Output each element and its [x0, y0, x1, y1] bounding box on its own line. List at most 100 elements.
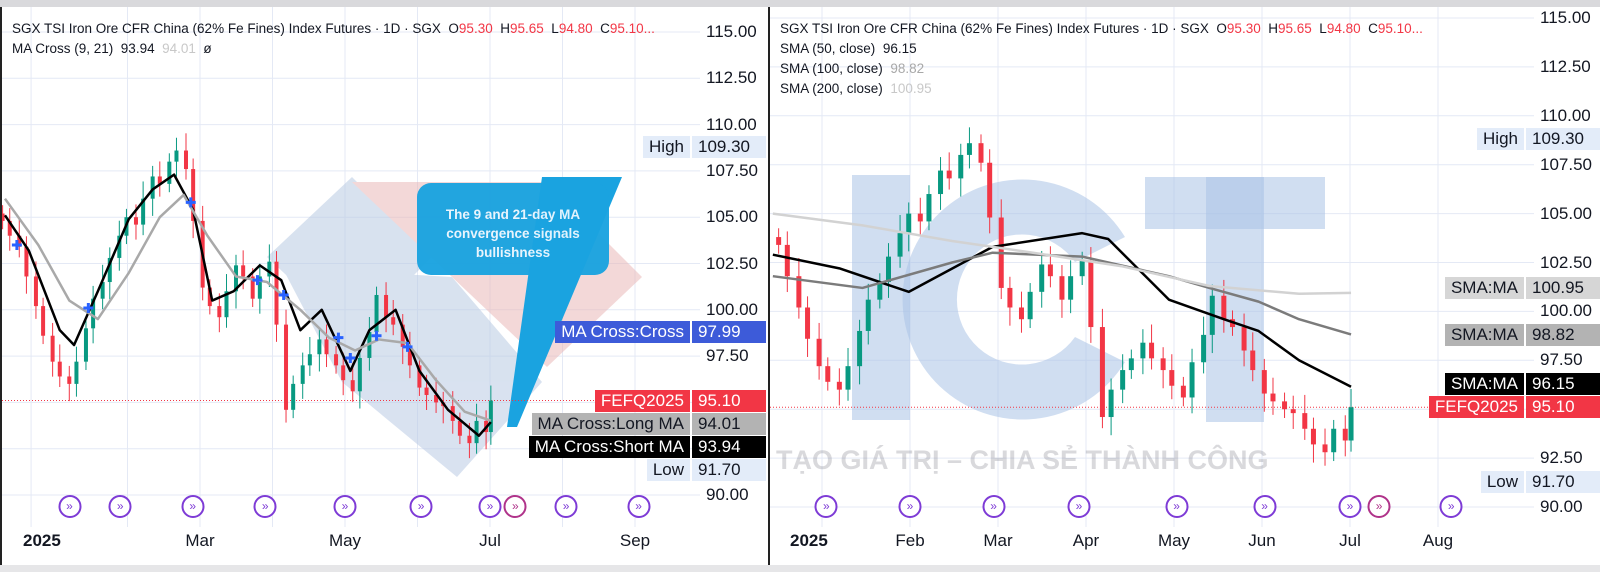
- candle-body: [796, 276, 802, 308]
- candle-body: [1018, 307, 1024, 320]
- indicator-legend-ma-cross[interactable]: MA Cross (9, 21) 93.94 94.01 ø: [12, 39, 655, 59]
- ma-cross-marker: [185, 197, 196, 208]
- candles: [2, 133, 493, 459]
- candle-body: [74, 361, 79, 384]
- ma-cross-marker: [402, 341, 413, 352]
- dividend-arrow-icon[interactable]: »: [1338, 495, 1362, 518]
- high-label: H: [1268, 21, 1278, 36]
- indicator-legend-sma-50[interactable]: SMA (50, close) 96.15: [780, 39, 1423, 59]
- dividend-arrow-icon[interactable]: »: [898, 495, 922, 518]
- candle-body: [1201, 334, 1207, 363]
- chart-panel-ma-cross[interactable]: SGX TSI Iron Ore CFR China (62% Fe Fines…: [0, 7, 766, 565]
- y-axis-tick: 105.00: [706, 207, 758, 227]
- series-line-sma-200-close-[interactable]: [772, 212, 1352, 296]
- symbol-legend: SGX TSI Iron Ore CFR China (62% Fe Fines…: [12, 19, 655, 39]
- watermark-text: A TẠO GIÁ TRỊ – CHIA SẺ THÀNH CÔNG: [768, 445, 1269, 475]
- indicator-legend-sma-200[interactable]: SMA (200, close) 100.95: [780, 79, 1423, 99]
- candle-body: [1059, 276, 1065, 300]
- close-label: C: [600, 21, 610, 36]
- candle-body: [357, 357, 362, 392]
- candle-body: [1088, 260, 1094, 328]
- price-label-value: 95.10: [1526, 396, 1600, 418]
- candle-body: [1099, 327, 1105, 418]
- dividend-arrow-icon[interactable]: »: [181, 495, 205, 518]
- low-value: 94.80: [1326, 21, 1361, 36]
- y-axis-tick: 97.50: [706, 346, 749, 366]
- hidden-indicator-icon[interactable]: ø: [203, 41, 212, 56]
- close-value: 95.10...: [609, 21, 655, 36]
- dividend-arrow-icon[interactable]: »: [1165, 495, 1189, 518]
- dividend-arrow-icon[interactable]: »: [1253, 495, 1277, 518]
- price-label-value: 96.15: [1526, 373, 1600, 395]
- chart-canvas[interactable]: [2, 7, 766, 565]
- open-label: O: [1216, 21, 1227, 36]
- candle-body: [1290, 409, 1296, 414]
- candle-body: [776, 237, 782, 245]
- dividend-arrow-icon[interactable]: »: [108, 495, 132, 518]
- indicator-value: 100.95: [890, 81, 932, 96]
- dividend-arrow-icon[interactable]: »: [1439, 495, 1463, 518]
- x-axis-tick: Jun: [1248, 531, 1276, 550]
- series-line-sma-50-close-[interactable]: [772, 231, 1352, 388]
- dividend-arrow-icon[interactable]: »: [58, 495, 81, 518]
- candle-body: [100, 282, 105, 299]
- y-axis-tick: 112.50: [706, 68, 757, 88]
- dividend-arrow-icon[interactable]: »: [409, 495, 433, 518]
- candle-body: [241, 265, 246, 277]
- dividend-arrow-icon[interactable]: »: [478, 495, 502, 518]
- candle-body: [488, 400, 493, 433]
- symbol-title: SGX TSI Iron Ore CFR China (62% Fe Fines…: [12, 21, 441, 36]
- candle-body: [1007, 287, 1013, 308]
- dividend-arrow-icon[interactable]: »: [1367, 495, 1391, 518]
- dividend-arrow-icon[interactable]: »: [982, 495, 1006, 518]
- candle-body: [906, 213, 912, 234]
- y-axis-tick: 90.00: [706, 485, 749, 504]
- candle-body: [291, 383, 296, 410]
- dividend-arrow-icon[interactable]: »: [333, 495, 357, 518]
- x-axis-tick: May: [1157, 531, 1191, 550]
- candle-body: [474, 420, 479, 444]
- symbol-title: SGX TSI Iron Ore CFR China (62% Fe Fines…: [780, 21, 1209, 36]
- candle-body: [1348, 407, 1354, 441]
- chart-canvas[interactable]: [770, 7, 1600, 565]
- candle-body: [257, 276, 262, 299]
- price-label-value: 98.82: [1526, 324, 1600, 346]
- price-label-high: High 109.30: [1477, 128, 1600, 150]
- chart-panel-sma[interactable]: SGX TSI Iron Ore CFR China (62% Fe Fines…: [768, 7, 1600, 565]
- candle-body: [1079, 260, 1085, 277]
- candle-body: [897, 233, 903, 257]
- candle-body: [1270, 393, 1276, 402]
- dividend-arrow-icon[interactable]: »: [814, 495, 838, 518]
- dividend-arrow-icon[interactable]: »: [554, 495, 578, 518]
- dividend-arrow-icon[interactable]: »: [253, 495, 277, 518]
- candle-body: [1160, 358, 1166, 371]
- series-line-ma-cross-long-ma[interactable]: [3, 193, 492, 422]
- open-value: 95.30: [458, 21, 493, 36]
- dividend-arrow-icon[interactable]: »: [503, 495, 527, 518]
- price-label-ma-cross-long-ma: MA Cross:Long MA 94.01: [531, 413, 766, 435]
- candle-body: [938, 170, 944, 195]
- candle-body: [350, 380, 355, 392]
- indicator-legend-sma-100[interactable]: SMA (100, close) 98.82: [780, 59, 1423, 79]
- candle-body: [1149, 342, 1155, 359]
- price-label-name: SMA:MA: [1444, 277, 1524, 299]
- candle-body: [1027, 291, 1033, 320]
- indicator-value: 96.15: [882, 41, 917, 56]
- price-label-name: FEFQ2025: [594, 390, 690, 412]
- candle-body: [391, 317, 396, 325]
- candle-body: [805, 307, 811, 339]
- high-value: 95.65: [1277, 21, 1312, 36]
- candle-body: [1250, 350, 1256, 371]
- candle-body: [1180, 385, 1186, 398]
- candle-body: [317, 339, 322, 355]
- ma-cross-marker: [371, 330, 382, 341]
- candle-body: [865, 299, 871, 331]
- candle-body: [141, 198, 146, 225]
- dividend-arrow-icon[interactable]: »: [627, 495, 651, 518]
- candle-body: [2, 213, 5, 221]
- x-axis-tick: Jul: [479, 531, 501, 550]
- dividend-arrow-icon[interactable]: »: [1067, 495, 1091, 518]
- candle-body: [384, 294, 389, 318]
- candle-body: [83, 328, 88, 362]
- close-label: C: [1368, 21, 1378, 36]
